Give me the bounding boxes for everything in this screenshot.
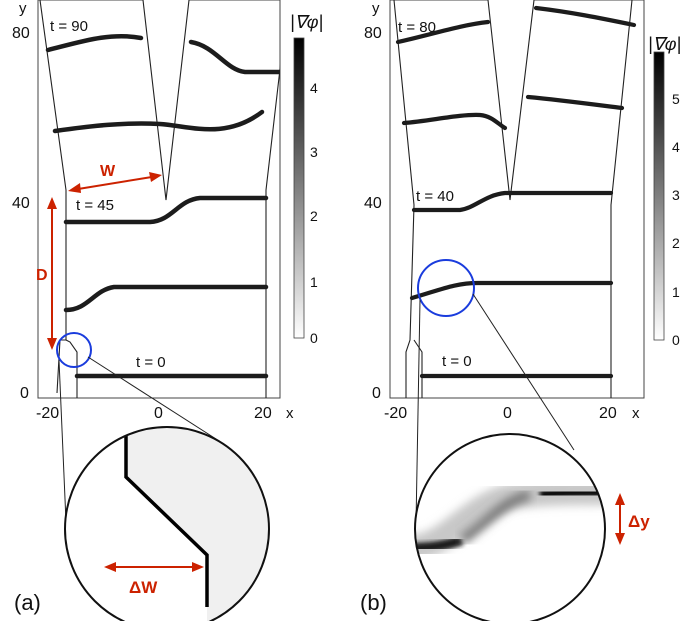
panel-b-left-wall	[393, 0, 415, 398]
panel-a-y-axis-name: y	[19, 0, 27, 17]
panel-b-x-axis-name: x	[632, 405, 640, 422]
panel-b-cb-tick-2: 2	[672, 235, 680, 251]
panel-a-x-tick-0: 0	[154, 405, 163, 422]
panel-b-zoom-connector-left	[415, 299, 421, 525]
panel-b-y-tick-80: 80	[364, 25, 382, 42]
panel-a-y-tick-40: 40	[12, 195, 30, 212]
panel-a-cb-tick-1: 1	[310, 274, 318, 290]
panel-b-zoom-front-slope	[459, 490, 532, 545]
delta-w-label: ΔW	[129, 578, 158, 597]
panel-b-cb-tick-5: 5	[672, 91, 680, 107]
panel-b-cb-tick-0: 0	[672, 332, 680, 348]
panel-b-cb-tick-3: 3	[672, 187, 680, 203]
panel-b-front-t80-right	[533, 5, 637, 28]
panel-b-domain	[393, 0, 637, 398]
panel-a-colorbar-title: |∇φ|	[290, 12, 323, 32]
panel-a-domain	[39, 0, 280, 398]
panel-a-time-label-mid: t = 45	[76, 197, 114, 214]
panel-b-time-label-top: t = 80	[398, 19, 436, 36]
panel-a-wedge	[142, 0, 190, 201]
width-label: W	[100, 163, 116, 180]
panel-b-colorbar-title: |∇φ|	[648, 34, 681, 54]
panel-b-front-t80-left	[395, 19, 491, 45]
panel-b-y-tick-40: 40	[364, 195, 382, 212]
panel-a-highlight-circle	[56, 332, 92, 368]
panel-a-label: (a)	[14, 590, 41, 615]
panel-b-colorbar: |∇φ| 0 1 2 3 4 5	[648, 34, 681, 348]
panel-b-right-wall	[610, 0, 633, 398]
delta-y-arrow-head-top	[615, 493, 625, 505]
panel-b-colorbar-gradient	[653, 51, 665, 341]
panel-a-x-tick-neg20: -20	[36, 405, 59, 422]
panel-b-y-axis-name: y	[372, 0, 380, 17]
panel-a-zoom-wall-step	[124, 430, 209, 607]
panel-b-highlight-circle	[417, 259, 475, 317]
panel-a-colorbar-gradient	[293, 37, 305, 339]
panel-b-zoom-connector-right	[472, 293, 575, 451]
panel-a-fronts	[45, 33, 280, 379]
panel-b-step-wall	[413, 339, 423, 398]
panel-b-fronts	[395, 5, 637, 379]
panel-a-front-t15	[63, 284, 269, 313]
panel-b-front-t20	[409, 280, 614, 301]
panel-b-zoom-inset: Δy	[414, 433, 650, 621]
panel-a-y-tick-0: 0	[20, 385, 29, 402]
panel-b-front-t40	[411, 190, 614, 213]
width-arrow-head-right	[149, 172, 162, 182]
depth-arrow-head-top	[47, 197, 57, 209]
panel-b-x-tick-neg20: -20	[384, 405, 407, 422]
panel-a-zoom-connector-left	[58, 359, 67, 523]
delta-w-arrow-head-left	[104, 562, 116, 572]
panel-a-time-label-top: t = 90	[50, 18, 88, 35]
panel-b-zoom-front-left	[415, 535, 464, 553]
panel-b-x-tick-0: 0	[503, 405, 512, 422]
delta-y-arrow-head-bottom	[615, 533, 625, 545]
panel-a-zoom-content	[124, 427, 269, 621]
panel-b-cb-tick-1: 1	[672, 284, 680, 300]
panel-b-front-t60-left	[401, 112, 508, 131]
panel-b-wedge	[487, 0, 535, 201]
width-arrow-head-left	[68, 183, 81, 193]
panel-a-x-tick-20: 20	[254, 405, 272, 422]
panel-a-zoom-border	[64, 426, 270, 621]
panel-b-cb-tick-4: 4	[672, 139, 680, 155]
panel-a-depth-annotation: D	[36, 197, 57, 350]
depth-label: D	[36, 267, 48, 284]
delta-y-label: Δy	[628, 512, 650, 531]
panel-b-front-t60-right	[525, 94, 625, 111]
panel-a-front-t45	[63, 195, 269, 225]
panel-a-cb-tick-4: 4	[310, 80, 318, 96]
panel-b-time-label-mid: t = 40	[416, 188, 454, 205]
panel-b-time-label-bottom: t = 0	[442, 353, 472, 370]
panel-b-zoom-border	[414, 433, 606, 621]
panel-a-cb-tick-2: 2	[310, 208, 318, 224]
panel-a-zoom-shaded-region	[126, 427, 269, 621]
width-arrow-line	[71, 175, 159, 191]
depth-arrow-head-bottom	[47, 338, 57, 350]
panel-a-time-label-bottom: t = 0	[136, 354, 166, 371]
panel-a-width-annotation: W	[68, 163, 162, 193]
panel-b-y-tick-0: 0	[372, 385, 381, 402]
panel-a-front-t90-left	[45, 33, 144, 53]
panel-a-front-t90-right	[188, 39, 280, 75]
panel-b-x-tick-20: 20	[599, 405, 617, 422]
panel-a-cb-tick-3: 3	[310, 144, 318, 160]
panel-b-label: (b)	[360, 590, 387, 615]
panel-a-colorbar: |∇φ| 0 1 2 3 4	[290, 12, 323, 346]
panel-a-zoom-inset: ΔW	[64, 426, 270, 621]
panel-a-y-tick-80: 80	[12, 25, 30, 42]
delta-w-arrow-head-right	[192, 562, 204, 572]
panel-a-front-t68	[52, 109, 265, 134]
panel-a-right-wall	[265, 64, 280, 398]
panel-a-x-axis-name: x	[286, 405, 294, 422]
panel-b: t = 80 t = 40 t = 0 y 80 40 0 -20 0 20 x…	[360, 0, 681, 621]
panel-a-cb-tick-0: 0	[310, 330, 318, 346]
panel-a: t = 90 t = 45 t = 0 W D y 80 40 0 -20 0 …	[12, 0, 323, 621]
panel-a-zoom-connector-right	[87, 356, 228, 447]
